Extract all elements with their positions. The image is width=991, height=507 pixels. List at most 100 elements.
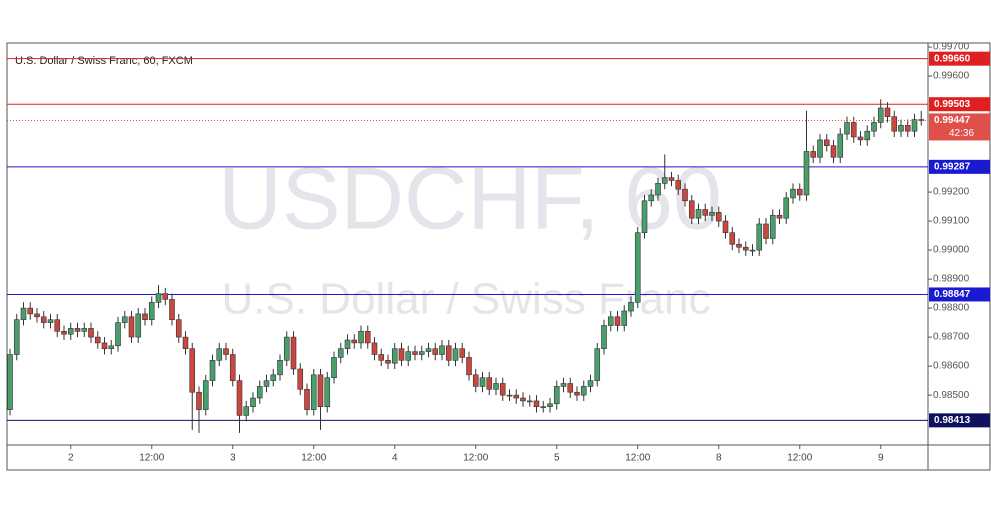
candle-body	[493, 383, 499, 390]
candle-body	[121, 316, 128, 323]
level-label-box	[929, 97, 990, 112]
candle-body	[135, 313, 142, 338]
candle-body	[378, 354, 385, 361]
candle-body	[783, 197, 790, 219]
y-tick-label: 0.98500	[933, 390, 970, 401]
candle-body	[317, 374, 324, 408]
candle-body	[810, 151, 817, 158]
candle-body	[101, 342, 108, 350]
y-tick-label: 0.98700	[933, 332, 970, 343]
candle-body	[331, 357, 337, 379]
candle-body	[479, 377, 486, 387]
candle-body	[189, 348, 196, 393]
x-tick-label: 3	[230, 453, 236, 464]
candle-body	[297, 368, 304, 390]
candle-body	[452, 348, 459, 361]
candle-body	[344, 339, 351, 350]
candle-body	[223, 348, 229, 355]
candle-body	[513, 394, 520, 399]
candle-body	[162, 293, 169, 300]
x-tick-label: 12:00	[139, 453, 164, 464]
candle-body	[648, 194, 655, 202]
candle-body	[466, 357, 472, 376]
candle-body	[337, 348, 344, 358]
candle-body	[34, 313, 40, 318]
candle-body	[445, 345, 452, 361]
candle-body	[749, 249, 756, 252]
candle-body	[155, 293, 162, 303]
candle-body	[560, 383, 567, 387]
y-tick-label: 0.99000	[933, 245, 970, 256]
candle-body	[385, 360, 391, 364]
candle-body	[182, 336, 189, 350]
candle-body	[715, 212, 722, 222]
candle-body	[594, 348, 601, 381]
candle-body	[702, 209, 709, 216]
candle-body	[229, 354, 236, 381]
candle-body	[823, 139, 830, 146]
candle-body	[13, 319, 20, 355]
candle-body	[655, 183, 661, 196]
watermark-subtitle: U.S. Dollar / Swiss Franc	[222, 275, 711, 324]
candle-body	[142, 313, 148, 321]
candle-body	[574, 391, 580, 396]
candle-body	[864, 130, 871, 141]
candle-body	[47, 319, 54, 323]
candle-body	[351, 339, 358, 344]
candle-body	[310, 374, 317, 410]
candle-body	[250, 397, 256, 408]
candle-body	[209, 360, 216, 381]
candle-body	[547, 403, 553, 408]
candle-body	[553, 386, 560, 405]
candle-body	[88, 328, 94, 338]
x-tick-label: 8	[716, 453, 722, 464]
candle-body	[499, 383, 506, 396]
candle-body	[540, 406, 547, 409]
candle-body	[817, 139, 823, 158]
y-tick-label: 0.98900	[933, 274, 970, 285]
y-tick-label: 0.99700	[933, 42, 970, 53]
x-tick-label: 2	[68, 453, 74, 464]
candle-body	[7, 354, 13, 410]
candle-body	[277, 360, 283, 376]
candle-body	[641, 200, 648, 233]
candle-body	[40, 316, 47, 323]
countdown-label: 42:36	[949, 128, 974, 139]
candle-body	[418, 351, 425, 355]
candle-body	[837, 133, 844, 158]
candle-body	[364, 331, 371, 344]
candle-body	[661, 177, 668, 184]
candle-body	[533, 400, 540, 408]
candle-body	[742, 246, 749, 251]
candle-body	[472, 374, 479, 387]
candle-body	[324, 377, 331, 408]
candle-body	[668, 177, 675, 181]
candle-body	[844, 122, 850, 135]
candle-body	[729, 232, 736, 245]
candle-body	[607, 316, 614, 326]
candle-body	[526, 400, 533, 403]
candle-body	[270, 374, 277, 381]
candle-body	[459, 348, 466, 358]
candle-body	[290, 336, 297, 370]
candle-body	[94, 336, 101, 344]
level-label: 0.98413	[934, 415, 971, 426]
chart-frame	[6, 42, 991, 471]
candle-body	[688, 200, 695, 219]
candle-body	[202, 380, 209, 410]
candle-body	[634, 232, 641, 303]
candle-body	[196, 391, 202, 410]
y-tick-label: 0.98800	[933, 303, 970, 314]
level-label-box	[929, 51, 990, 66]
x-tick-label: 12:00	[463, 453, 488, 464]
candle-body	[911, 119, 918, 132]
candle-body	[27, 307, 34, 315]
level-label: 0.99660	[934, 53, 971, 64]
candle-body	[884, 107, 891, 117]
candle-body	[506, 394, 513, 397]
candle-body	[769, 214, 776, 239]
candle-body	[243, 406, 250, 416]
x-tick-label: 12:00	[787, 453, 812, 464]
candle-body	[695, 209, 702, 219]
